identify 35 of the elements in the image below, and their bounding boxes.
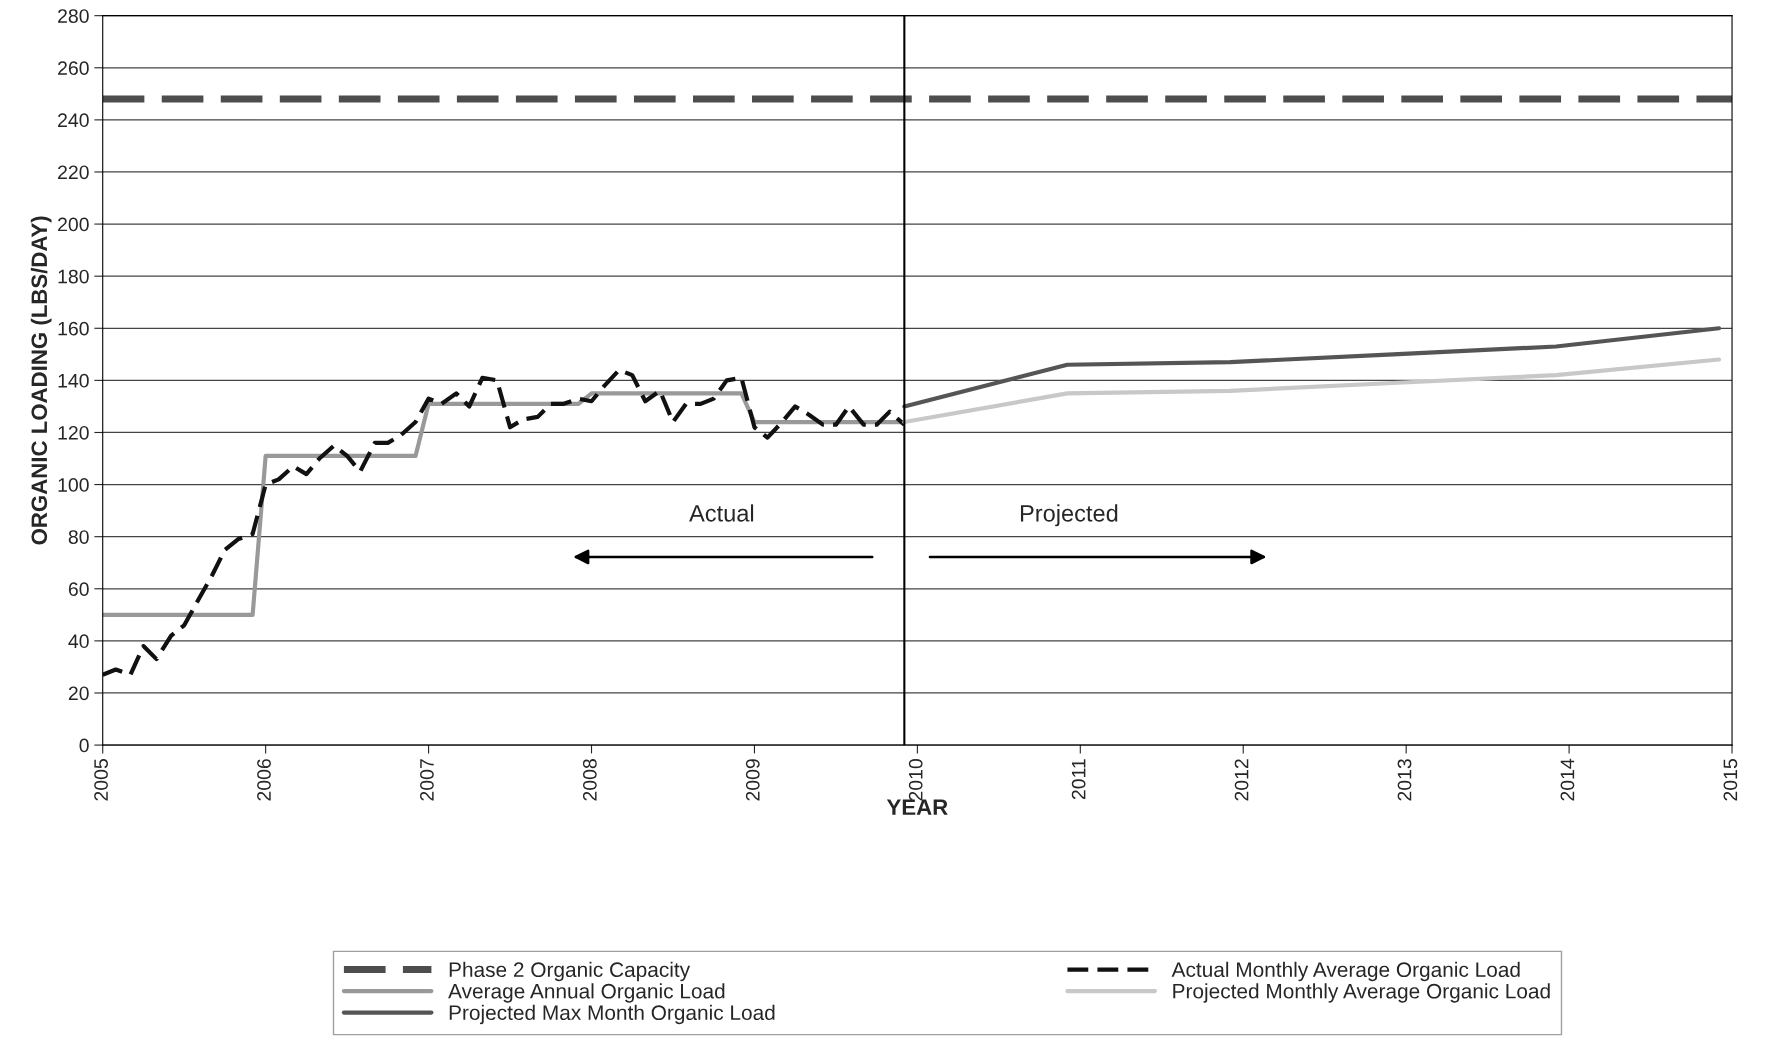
legend-label: Projected Monthly Average Organic Load [1173,983,1550,1003]
legend-label: Actual Monthly Average Organic Load [1171,961,1520,982]
x-tick-label: 2014 [1560,758,1575,801]
y-tick-label: 20 [68,686,89,701]
x-tick-label: 2005 [94,759,108,801]
y-tick-label: 40 [68,634,89,649]
y-tick-label: 140 [58,373,89,388]
y-tick-label: 160 [58,321,89,336]
x-tick-label: 2008 [582,759,597,801]
x-tick-label: 2009 [745,759,760,801]
y-tick-label: 220 [58,165,89,180]
y-tick-label: 0 [79,738,89,753]
x-tick-label: 2012 [1234,759,1249,801]
annotation: Actual [689,504,754,522]
legend-label: Phase 2 Organic Capacity [449,961,691,982]
legend-label: Average Annual Organic Load [448,983,725,1003]
y-tick-label: 120 [58,425,89,440]
legend-label: Projected Max Month Organic Load [449,1004,775,1025]
y-tick-label: 100 [58,478,89,492]
x-tick-label: 2015 [1723,759,1738,801]
y-tick-label: 240 [58,113,89,128]
x-tick-label: 2010 [908,759,923,801]
x-axis-title: YEAR [886,799,948,815]
x-tick-label: 2007 [420,759,434,801]
y-tick-label: 180 [58,269,89,284]
y-tick-label: 280 [58,9,89,23]
x-tick-label: 2011 [1071,759,1086,800]
y-tick-label: 200 [58,217,89,232]
y-axis-title: ORGANIC LOADING (LBS/DAY) [30,216,52,545]
x-tick-label: 2013 [1397,759,1412,801]
x-tick-label: 2006 [257,759,271,801]
y-tick-label: 260 [58,61,89,76]
annotation: Projected [1020,504,1118,527]
y-tick-label: 80 [68,530,89,544]
y-tick-label: 60 [68,582,89,597]
